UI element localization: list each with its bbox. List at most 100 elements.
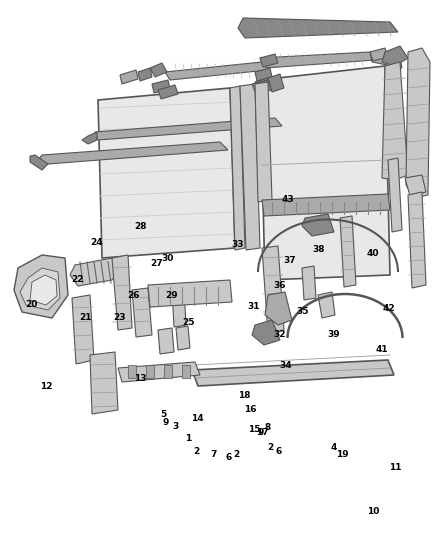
- Text: 33: 33: [231, 240, 244, 248]
- Polygon shape: [182, 365, 190, 378]
- Text: 37: 37: [284, 256, 296, 264]
- Polygon shape: [172, 288, 186, 327]
- Text: 6: 6: [275, 448, 281, 456]
- Polygon shape: [340, 216, 356, 287]
- Polygon shape: [302, 214, 334, 236]
- Polygon shape: [146, 365, 154, 378]
- Polygon shape: [176, 326, 190, 350]
- Text: 28: 28: [134, 222, 146, 231]
- Text: 30: 30: [161, 254, 173, 263]
- Text: 40: 40: [367, 249, 379, 257]
- Polygon shape: [408, 192, 426, 288]
- Text: 4: 4: [331, 443, 337, 452]
- Text: 38: 38: [313, 245, 325, 254]
- Text: 32: 32: [273, 330, 286, 339]
- Text: 26: 26: [127, 292, 140, 300]
- Polygon shape: [128, 365, 136, 378]
- Text: 15: 15: [248, 425, 260, 433]
- Text: 19: 19: [336, 450, 349, 458]
- Polygon shape: [90, 352, 118, 414]
- Text: 16: 16: [244, 405, 257, 414]
- Text: 39: 39: [328, 330, 340, 339]
- Polygon shape: [148, 280, 232, 307]
- Text: 20: 20: [25, 301, 38, 309]
- Polygon shape: [388, 158, 402, 232]
- Polygon shape: [150, 63, 167, 77]
- Polygon shape: [158, 328, 174, 354]
- Polygon shape: [382, 46, 408, 66]
- Text: 24: 24: [90, 238, 102, 247]
- Polygon shape: [260, 52, 375, 68]
- Text: 31: 31: [247, 302, 259, 311]
- Text: 17: 17: [256, 429, 268, 437]
- Polygon shape: [230, 86, 245, 250]
- Polygon shape: [158, 85, 178, 99]
- Polygon shape: [132, 288, 152, 337]
- Text: 35: 35: [297, 308, 309, 316]
- Text: 12: 12: [40, 382, 52, 391]
- Polygon shape: [152, 80, 170, 93]
- Polygon shape: [20, 268, 60, 310]
- Polygon shape: [120, 70, 138, 84]
- Polygon shape: [70, 258, 120, 286]
- Polygon shape: [382, 62, 408, 180]
- Text: 2: 2: [267, 443, 273, 452]
- Text: 11: 11: [389, 464, 401, 472]
- Text: 29: 29: [166, 292, 178, 300]
- Polygon shape: [252, 320, 280, 345]
- Polygon shape: [255, 82, 272, 202]
- Polygon shape: [118, 362, 200, 382]
- Polygon shape: [112, 255, 132, 330]
- Polygon shape: [262, 246, 284, 334]
- Polygon shape: [252, 80, 272, 94]
- Text: 36: 36: [273, 281, 286, 289]
- Polygon shape: [268, 74, 284, 92]
- Text: 8: 8: [265, 423, 271, 432]
- Polygon shape: [265, 292, 292, 325]
- Text: 18: 18: [238, 391, 251, 400]
- Polygon shape: [98, 88, 235, 258]
- Text: 7: 7: [211, 450, 217, 458]
- Polygon shape: [72, 295, 94, 364]
- Polygon shape: [255, 78, 270, 91]
- Polygon shape: [165, 62, 268, 80]
- Polygon shape: [95, 118, 282, 140]
- Text: 5: 5: [160, 410, 166, 419]
- Text: 14: 14: [191, 414, 203, 423]
- Text: 2: 2: [233, 450, 240, 458]
- Polygon shape: [370, 48, 388, 61]
- Polygon shape: [262, 194, 390, 216]
- Text: 22: 22: [72, 276, 84, 284]
- Polygon shape: [260, 54, 278, 67]
- Text: 10: 10: [367, 507, 379, 516]
- Polygon shape: [164, 365, 172, 378]
- Text: 34: 34: [279, 361, 292, 369]
- Text: 2: 2: [193, 448, 199, 456]
- Polygon shape: [138, 68, 152, 81]
- Polygon shape: [255, 68, 272, 81]
- Text: 42: 42: [383, 304, 395, 312]
- Text: 9: 9: [162, 418, 169, 426]
- Polygon shape: [240, 84, 260, 250]
- Text: 6: 6: [226, 453, 232, 462]
- Polygon shape: [318, 292, 335, 318]
- Text: 23: 23: [113, 313, 125, 321]
- Polygon shape: [38, 142, 228, 164]
- Polygon shape: [192, 360, 394, 386]
- Polygon shape: [406, 48, 430, 198]
- Polygon shape: [30, 155, 48, 170]
- Polygon shape: [302, 266, 316, 300]
- Polygon shape: [370, 52, 402, 68]
- Polygon shape: [14, 255, 68, 318]
- Polygon shape: [30, 275, 57, 305]
- Polygon shape: [82, 132, 97, 144]
- Text: 9: 9: [258, 429, 264, 437]
- Text: 43: 43: [282, 196, 294, 204]
- Text: 41: 41: [376, 345, 388, 353]
- Text: 25: 25: [182, 318, 194, 327]
- Polygon shape: [405, 175, 426, 196]
- Polygon shape: [260, 66, 390, 280]
- Text: 3: 3: [172, 422, 178, 431]
- Polygon shape: [238, 18, 398, 38]
- Text: 13: 13: [134, 374, 146, 383]
